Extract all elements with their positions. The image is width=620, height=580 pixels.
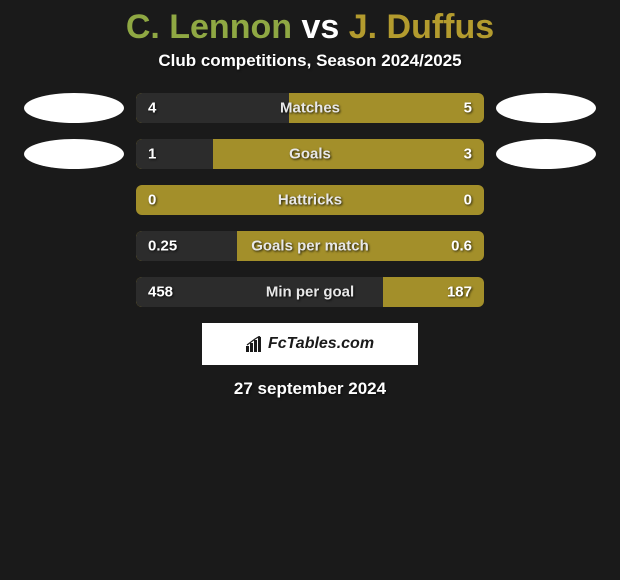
comparison-row: 0 Hattricks 0 — [0, 185, 620, 215]
comparison-row: 4 Matches 5 — [0, 93, 620, 123]
player-avatar-right — [496, 139, 596, 169]
brand-box: FcTables.com — [202, 323, 418, 365]
stat-value-right: 0.6 — [451, 238, 472, 255]
subtitle: Club competitions, Season 2024/2025 — [0, 51, 620, 93]
stat-value-right: 3 — [464, 146, 472, 163]
date: 27 september 2024 — [0, 379, 620, 399]
stat-label: Goals per match — [251, 238, 369, 255]
stat-bar: 0.25 Goals per match 0.6 — [136, 231, 484, 261]
stat-label: Matches — [280, 100, 340, 117]
stat-bar: 0 Hattricks 0 — [136, 185, 484, 215]
chart-icon — [246, 336, 264, 352]
stat-value-left: 458 — [148, 284, 173, 301]
comparison-row: 0.25 Goals per match 0.6 — [0, 231, 620, 261]
player-avatar-left — [24, 139, 124, 169]
player-avatar-left — [24, 93, 124, 123]
stat-value-left: 4 — [148, 100, 156, 117]
brand-text: FcTables.com — [268, 335, 374, 353]
stat-value-right: 0 — [464, 192, 472, 209]
title-left: C. Lennon — [126, 8, 292, 46]
page-title: C. Lennon vs J. Duffus — [0, 0, 620, 51]
stat-label: Min per goal — [266, 284, 354, 301]
stat-bar: 1 Goals 3 — [136, 139, 484, 169]
stat-label: Goals — [289, 146, 331, 163]
stat-value-left: 0.25 — [148, 238, 177, 255]
title-right: J. Duffus — [349, 8, 494, 46]
stat-value-right: 187 — [447, 284, 472, 301]
stat-label: Hattricks — [278, 192, 342, 209]
stat-bar-fill — [136, 93, 289, 123]
stat-value-left: 0 — [148, 192, 156, 209]
stat-bar: 458 Min per goal 187 — [136, 277, 484, 307]
stat-value-left: 1 — [148, 146, 156, 163]
title-vs: vs — [292, 8, 349, 46]
comparison-row: 1 Goals 3 — [0, 139, 620, 169]
player-avatar-right — [496, 93, 596, 123]
stat-bar: 4 Matches 5 — [136, 93, 484, 123]
comparison-row: 458 Min per goal 187 — [0, 277, 620, 307]
stat-value-right: 5 — [464, 100, 472, 117]
